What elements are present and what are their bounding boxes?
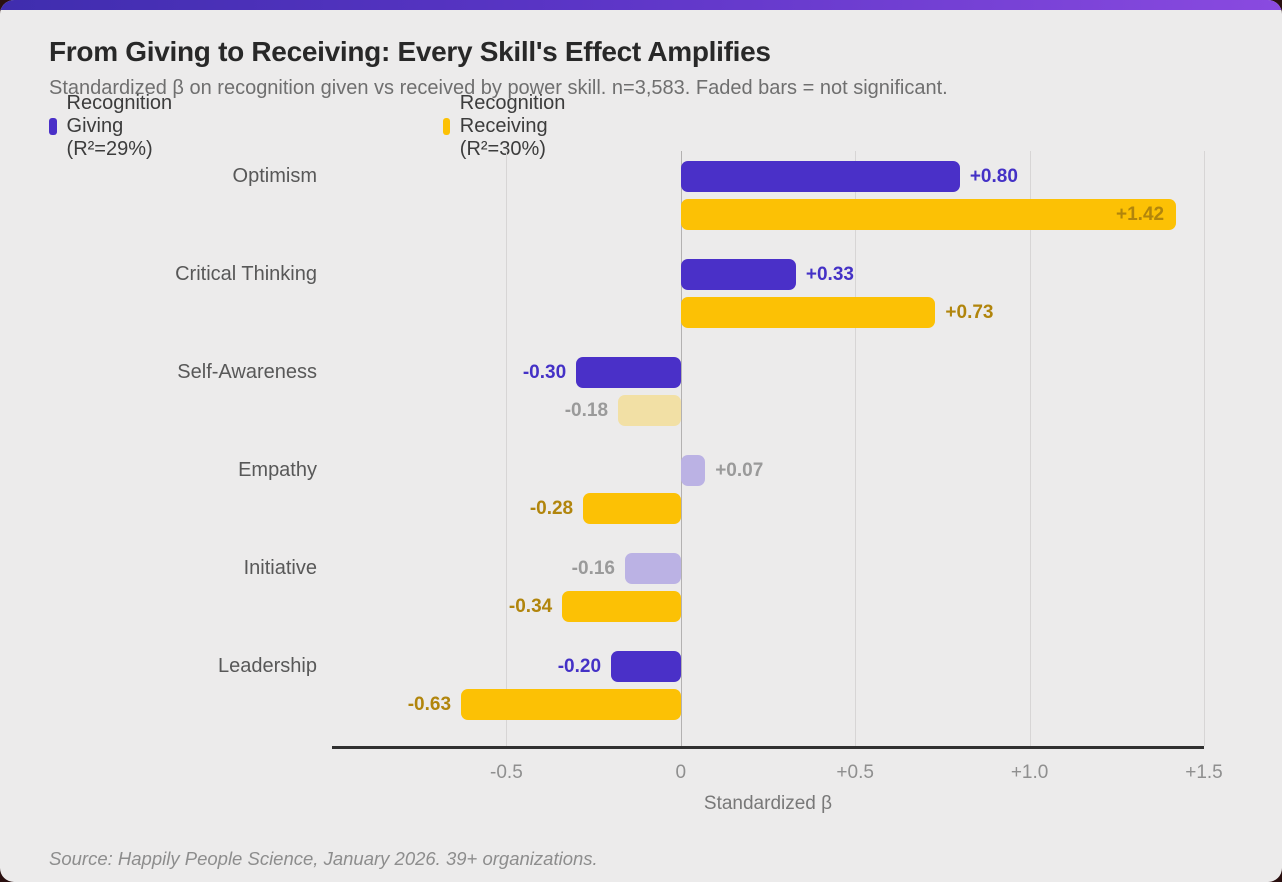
giving-bar-leadership <box>611 651 681 682</box>
x-tick-label: +0.5 <box>836 762 874 783</box>
gridline <box>855 151 857 746</box>
value-label: -0.34 <box>508 596 553 617</box>
legend-item-receiving: Recognition Receiving (R²=30%) <box>443 92 576 160</box>
source-note: Source: Happily People Science, January … <box>49 848 598 869</box>
category-label: Critical Thinking <box>175 263 317 285</box>
legend-label-receiving: Recognition Receiving (R²=30%) <box>459 91 566 160</box>
legend-swatch-giving <box>49 117 57 135</box>
value-label: -0.20 <box>557 656 602 677</box>
value-label: -0.16 <box>571 558 615 579</box>
category-label: Empathy <box>238 459 317 481</box>
receiving-bar-self-awareness <box>618 395 681 426</box>
value-label: +0.33 <box>805 264 854 285</box>
receiving-bar-critical-thinking <box>680 297 936 328</box>
zero-gridline <box>680 151 682 746</box>
category-label: Self-Awareness <box>177 361 317 383</box>
value-label: -0.18 <box>564 400 609 421</box>
x-tick-label: 0 <box>675 762 687 783</box>
value-label: -0.63 <box>407 694 452 715</box>
legend-item-giving: Recognition Giving (R²=29%) <box>49 92 182 160</box>
value-label: +0.73 <box>945 302 994 323</box>
giving-bar-self-awareness <box>576 357 681 388</box>
receiving-bar-leadership <box>461 689 681 720</box>
legend-swatch-receiving <box>443 117 450 135</box>
gridline <box>506 151 508 746</box>
x-tick-label: +1.0 <box>1010 762 1049 783</box>
receiving-bar-optimism <box>680 199 1177 230</box>
value-label: -0.30 <box>522 362 567 383</box>
value-label: +0.80 <box>969 166 1018 187</box>
giving-bar-initiative <box>624 553 681 584</box>
category-label: Optimism <box>232 165 317 187</box>
giving-bar-critical-thinking <box>680 259 796 290</box>
receiving-bar-initiative <box>562 591 681 622</box>
x-axis-title: Standardized β <box>703 793 833 814</box>
x-tick-label: -0.5 <box>490 762 523 783</box>
gridline <box>1029 151 1031 746</box>
top-accent-bar <box>0 0 1282 10</box>
x-axis-line <box>332 746 1204 749</box>
category-label: Initiative <box>243 557 317 579</box>
receiving-bar-empathy <box>583 493 681 524</box>
page-subtitle: Standardized β on recognition given vs r… <box>49 77 948 99</box>
x-tick-label: +1.5 <box>1185 762 1223 783</box>
legend-label-giving: Recognition Giving (R²=29%) <box>66 91 173 160</box>
page-title: From Giving to Receiving: Every Skill's … <box>49 36 771 67</box>
gridline <box>1204 151 1205 746</box>
giving-bar-optimism <box>680 161 960 192</box>
value-label: +0.07 <box>715 460 764 481</box>
value-label: +1.42 <box>1116 204 1165 225</box>
category-label: Leadership <box>218 655 317 677</box>
giving-bar-empathy <box>680 455 706 486</box>
value-label: -0.28 <box>529 498 574 519</box>
